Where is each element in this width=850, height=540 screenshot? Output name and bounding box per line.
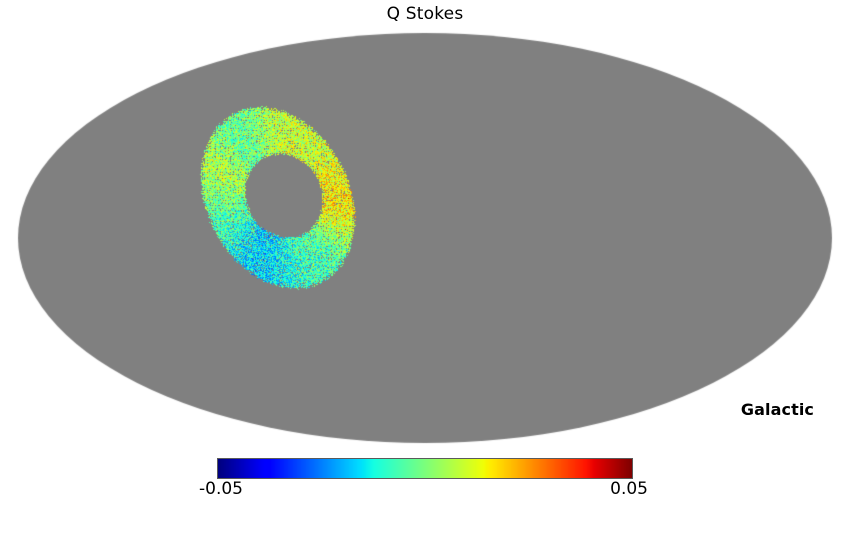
colorbar-max-label: 0.05	[610, 479, 648, 499]
colorbar-min-label: -0.05	[199, 479, 243, 499]
colorbar-gradient	[217, 458, 633, 479]
colorbar[interactable]	[217, 458, 633, 479]
coordinate-system-label: Galactic	[740, 400, 814, 419]
sky-map-canvas[interactable]	[0, 25, 850, 450]
page-title: Q Stokes	[386, 4, 464, 24]
